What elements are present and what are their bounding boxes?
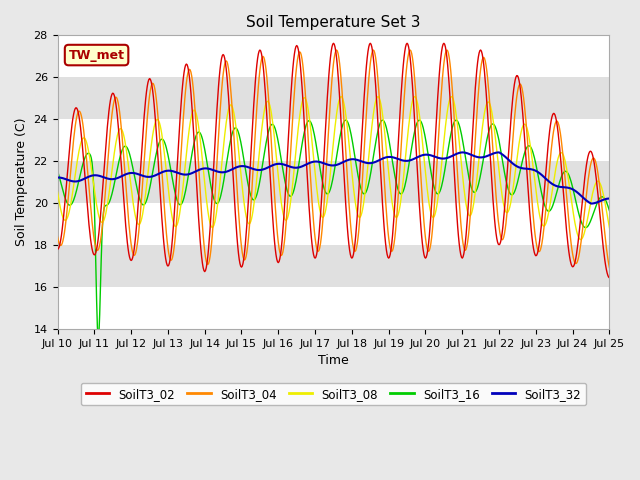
Bar <box>58 161 609 203</box>
Bar <box>58 245 609 287</box>
Legend: SoilT3_02, SoilT3_04, SoilT3_08, SoilT3_16, SoilT3_32: SoilT3_02, SoilT3_04, SoilT3_08, SoilT3_… <box>81 383 586 405</box>
Y-axis label: Soil Temperature (C): Soil Temperature (C) <box>15 118 28 246</box>
Text: TW_met: TW_met <box>68 48 125 61</box>
Bar <box>58 77 609 119</box>
Bar <box>58 287 609 329</box>
Bar <box>58 36 609 77</box>
X-axis label: Time: Time <box>318 354 349 367</box>
Title: Soil Temperature Set 3: Soil Temperature Set 3 <box>246 15 420 30</box>
Bar <box>58 203 609 245</box>
Bar <box>58 119 609 161</box>
